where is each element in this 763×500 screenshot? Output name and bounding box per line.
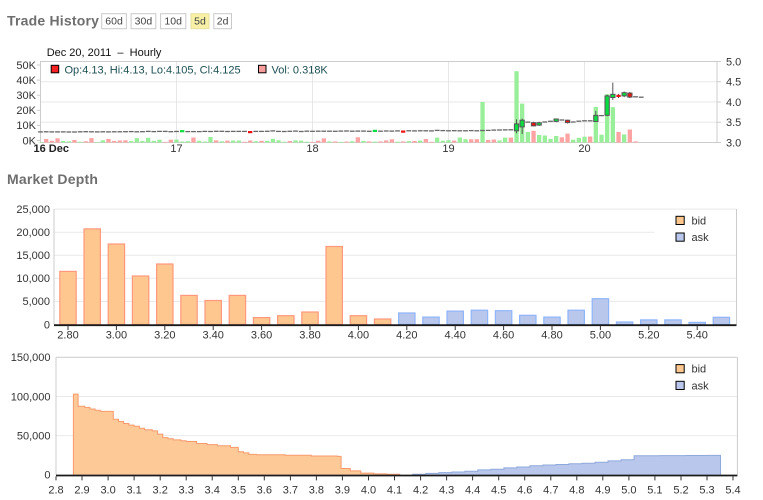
svg-text:5.3: 5.3 bbox=[699, 485, 714, 497]
svg-text:17: 17 bbox=[170, 143, 182, 155]
svg-text:3.7: 3.7 bbox=[283, 485, 298, 497]
svg-text:50K: 50K bbox=[16, 60, 36, 72]
svg-text:0K: 0K bbox=[23, 135, 37, 147]
svg-text:5.2: 5.2 bbox=[673, 485, 688, 497]
svg-text:150,000: 150,000 bbox=[11, 352, 51, 364]
svg-text:5.4: 5.4 bbox=[725, 485, 740, 497]
svg-text:4.40: 4.40 bbox=[444, 330, 465, 342]
svg-text:3.0: 3.0 bbox=[100, 485, 115, 497]
svg-text:2.9: 2.9 bbox=[74, 485, 89, 497]
svg-text:10,000: 10,000 bbox=[16, 273, 50, 285]
svg-text:4.00: 4.00 bbox=[348, 330, 369, 342]
svg-text:3.5: 3.5 bbox=[231, 485, 246, 497]
svg-text:15,000: 15,000 bbox=[16, 250, 50, 262]
svg-text:3.8: 3.8 bbox=[309, 485, 324, 497]
svg-text:20,000: 20,000 bbox=[16, 227, 50, 239]
svg-text:bid: bid bbox=[692, 215, 707, 227]
svg-text:Market Depth: Market Depth bbox=[7, 171, 98, 187]
svg-text:4.7: 4.7 bbox=[543, 485, 558, 497]
svg-text:100,000: 100,000 bbox=[11, 391, 51, 403]
svg-text:5.0: 5.0 bbox=[726, 56, 741, 68]
svg-text:3.00: 3.00 bbox=[106, 330, 127, 342]
svg-text:4.80: 4.80 bbox=[541, 330, 562, 342]
svg-text:3.6: 3.6 bbox=[257, 485, 272, 497]
svg-text:4.9: 4.9 bbox=[595, 485, 610, 497]
svg-text:4.0: 4.0 bbox=[726, 97, 741, 109]
svg-text:3.9: 3.9 bbox=[335, 485, 350, 497]
svg-text:60d: 60d bbox=[105, 16, 123, 28]
svg-text:4.1: 4.1 bbox=[387, 485, 402, 497]
svg-text:4.5: 4.5 bbox=[491, 485, 506, 497]
svg-text:10K: 10K bbox=[16, 120, 36, 132]
svg-text:Trade History: Trade History bbox=[7, 13, 99, 29]
svg-text:2d: 2d bbox=[217, 16, 229, 28]
svg-text:5.00: 5.00 bbox=[590, 330, 611, 342]
svg-text:3.40: 3.40 bbox=[202, 330, 223, 342]
svg-text:4.2: 4.2 bbox=[413, 485, 428, 497]
svg-text:18: 18 bbox=[306, 143, 318, 155]
svg-text:5,000: 5,000 bbox=[22, 296, 50, 308]
svg-text:10d: 10d bbox=[164, 16, 182, 28]
svg-text:4.20: 4.20 bbox=[396, 330, 417, 342]
svg-text:40K: 40K bbox=[16, 75, 36, 87]
svg-text:30K: 30K bbox=[16, 90, 36, 102]
svg-text:3.20: 3.20 bbox=[154, 330, 175, 342]
svg-text:3.3: 3.3 bbox=[179, 485, 194, 497]
svg-text:4.4: 4.4 bbox=[465, 485, 480, 497]
svg-text:0: 0 bbox=[44, 470, 50, 482]
svg-text:0: 0 bbox=[44, 319, 50, 331]
svg-text:5d: 5d bbox=[194, 16, 206, 28]
svg-text:4.5: 4.5 bbox=[726, 77, 741, 89]
svg-text:3.4: 3.4 bbox=[205, 485, 220, 497]
svg-text:3.2: 3.2 bbox=[153, 485, 168, 497]
svg-text:5.40: 5.40 bbox=[686, 330, 707, 342]
svg-text:3.0: 3.0 bbox=[726, 137, 741, 149]
svg-text:25,000: 25,000 bbox=[16, 204, 50, 216]
svg-text:2.8: 2.8 bbox=[48, 485, 63, 497]
svg-text:5.1: 5.1 bbox=[647, 485, 662, 497]
svg-text:19: 19 bbox=[442, 143, 454, 155]
svg-text:4.6: 4.6 bbox=[517, 485, 532, 497]
svg-text:5.20: 5.20 bbox=[638, 330, 659, 342]
svg-text:Vol: 0.318K: Vol: 0.318K bbox=[272, 64, 329, 76]
svg-text:30d: 30d bbox=[135, 16, 153, 28]
svg-text:ask: ask bbox=[692, 380, 710, 392]
svg-text:Dec 20, 2011 – Hourly: Dec 20, 2011 – Hourly bbox=[47, 47, 162, 59]
svg-text:50,000: 50,000 bbox=[17, 430, 51, 442]
svg-text:4.8: 4.8 bbox=[569, 485, 584, 497]
svg-text:4.60: 4.60 bbox=[493, 330, 514, 342]
svg-text:4.3: 4.3 bbox=[439, 485, 454, 497]
svg-text:3.80: 3.80 bbox=[299, 330, 320, 342]
svg-text:ask: ask bbox=[692, 232, 710, 244]
svg-text:3.60: 3.60 bbox=[251, 330, 272, 342]
svg-text:2.80: 2.80 bbox=[57, 330, 78, 342]
svg-text:5.0: 5.0 bbox=[621, 485, 636, 497]
svg-text:bid: bid bbox=[692, 364, 707, 376]
svg-text:4.0: 4.0 bbox=[361, 485, 376, 497]
svg-text:3.5: 3.5 bbox=[726, 117, 741, 129]
svg-text:20K: 20K bbox=[16, 105, 36, 117]
svg-text:20: 20 bbox=[578, 143, 590, 155]
svg-text:Op:4.13, Hi:4.13, Lo:4.105, Cl: Op:4.13, Hi:4.13, Lo:4.105, Cl:4.125 bbox=[65, 64, 241, 76]
svg-text:16 Dec: 16 Dec bbox=[34, 143, 69, 155]
svg-text:3.1: 3.1 bbox=[126, 485, 141, 497]
